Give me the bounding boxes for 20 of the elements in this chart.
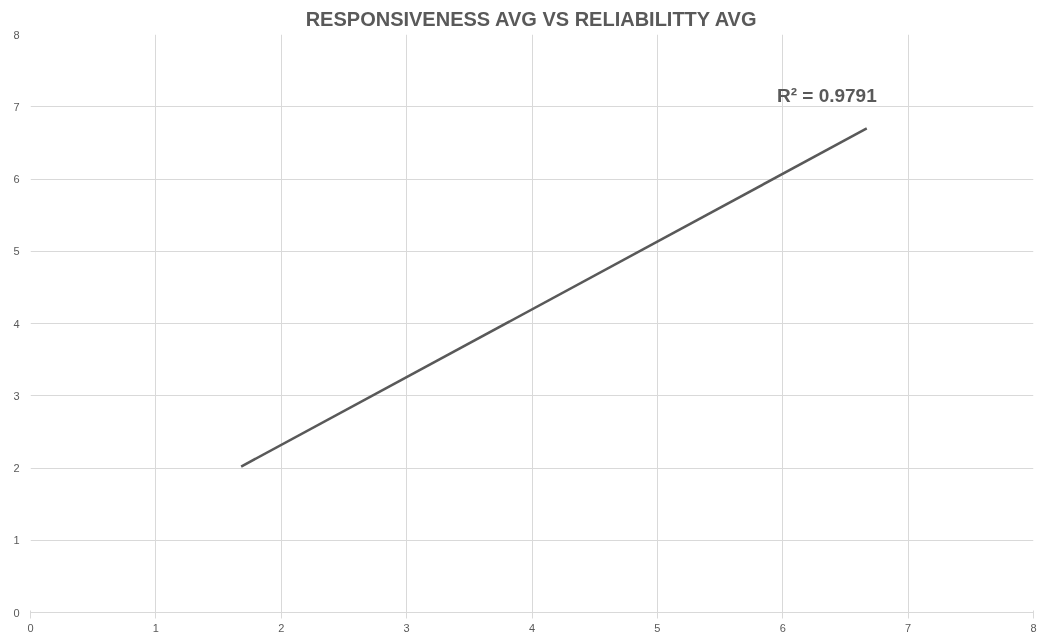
x-tick-label: 4 bbox=[528, 621, 536, 634]
y-tick-label: 4 bbox=[13, 317, 20, 330]
y-tick-label: 2 bbox=[13, 462, 20, 474]
x-tick-label: 3 bbox=[403, 621, 410, 634]
y-tick-label: 6 bbox=[13, 173, 20, 185]
y-tick-label: 3 bbox=[13, 389, 20, 402]
x-tick-label: 2 bbox=[278, 621, 285, 634]
y-tick-label: 8 bbox=[13, 28, 20, 41]
x-tick-label: 1 bbox=[152, 621, 159, 634]
x-tick-label: 0 bbox=[27, 621, 34, 634]
y-tick-label: 1 bbox=[13, 534, 20, 547]
chart-title: RESPONSIVENESS AVG VS RELIABILITTY AVG bbox=[305, 7, 757, 30]
x-tick-label: 5 bbox=[654, 621, 661, 634]
x-tick-label: 8 bbox=[1030, 621, 1037, 634]
y-tick-label: 5 bbox=[13, 245, 20, 258]
x-tick-label: 6 bbox=[779, 621, 786, 634]
y-tick-label: 0 bbox=[13, 606, 20, 619]
annotation: R² = 0.9791 bbox=[776, 85, 878, 107]
x-tick-label: 7 bbox=[905, 621, 912, 634]
y-tick-label: 7 bbox=[13, 100, 20, 113]
